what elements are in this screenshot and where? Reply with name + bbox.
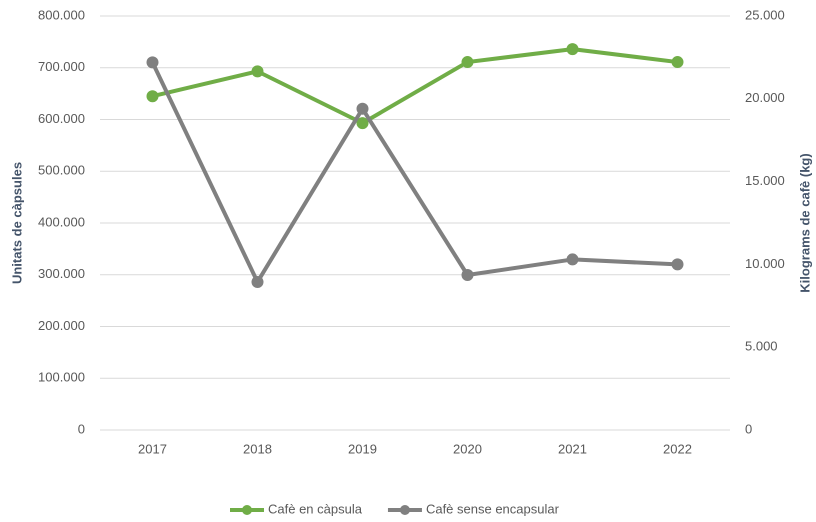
y2-tick-label: 0 xyxy=(745,421,752,436)
point xyxy=(146,56,159,69)
y-tick-label: 400.000 xyxy=(38,214,85,229)
point xyxy=(671,258,684,271)
point xyxy=(356,117,369,130)
point xyxy=(356,102,369,115)
y2-tick-label: 20.000 xyxy=(745,90,785,105)
series-line xyxy=(150,61,678,284)
point xyxy=(461,56,474,69)
point xyxy=(671,56,684,69)
legend-label: Cafè sense encapsular xyxy=(426,501,560,516)
x-tick-label: 2018 xyxy=(243,441,272,456)
y2-tick-label: 10.000 xyxy=(745,256,785,271)
x-tick-label: 2022 xyxy=(663,441,692,456)
legend-marker xyxy=(242,505,252,515)
point xyxy=(251,65,264,78)
series-line xyxy=(152,47,678,126)
y-tick-label: 0 xyxy=(78,421,85,436)
y-axis-title: Unitats de càpsules xyxy=(9,162,24,284)
x-tick-label: 2017 xyxy=(138,441,167,456)
point xyxy=(146,90,159,103)
legend-marker xyxy=(399,505,410,515)
legend-label: Cafè en càpsula xyxy=(268,501,363,516)
x-tick-label: 2020 xyxy=(453,441,482,456)
y-tick-label: 600.000 xyxy=(38,111,85,126)
y-tick-label: 500.000 xyxy=(38,163,85,178)
y-tick-label: 100.000 xyxy=(38,370,85,385)
x-tick-label: 2021 xyxy=(558,441,587,456)
point xyxy=(566,43,579,56)
point xyxy=(566,253,579,266)
point xyxy=(461,268,474,281)
y-tick-label: 700.000 xyxy=(38,59,85,74)
x-tick-label: 2019 xyxy=(348,441,377,456)
y-tick-label: 200.000 xyxy=(38,318,85,333)
point xyxy=(251,275,264,288)
y2-tick-label: 25.000 xyxy=(745,7,785,22)
y2-tick-label: 5.000 xyxy=(745,339,778,354)
y2-tick-label: 15.000 xyxy=(745,173,785,188)
y-tick-label: 300.000 xyxy=(38,266,85,281)
y-tick-label: 800.000 xyxy=(38,7,85,22)
y2-axis-title: Kilograms de cafè (kg) xyxy=(797,153,812,292)
